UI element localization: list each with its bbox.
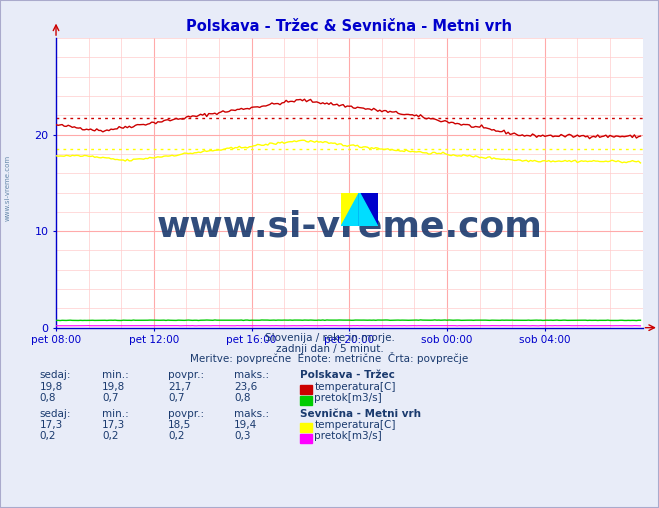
Text: Meritve: povprečne  Enote: metrične  Črta: povprečje: Meritve: povprečne Enote: metrične Črta:…: [190, 352, 469, 364]
Polygon shape: [341, 193, 378, 227]
Text: Polskava - Tržec: Polskava - Tržec: [300, 370, 395, 380]
Text: 21,7: 21,7: [168, 382, 191, 392]
Text: povpr.:: povpr.:: [168, 408, 204, 419]
Text: sedaj:: sedaj:: [40, 408, 71, 419]
Text: 0,3: 0,3: [234, 431, 250, 441]
Text: Sevnična - Metni vrh: Sevnična - Metni vrh: [300, 408, 421, 419]
Text: min.:: min.:: [102, 370, 129, 380]
Text: www.si-vreme.com: www.si-vreme.com: [156, 209, 542, 243]
Text: 19,8: 19,8: [102, 382, 125, 392]
Text: 0,7: 0,7: [168, 393, 185, 403]
Text: 19,4: 19,4: [234, 420, 257, 430]
Text: 19,8: 19,8: [40, 382, 63, 392]
Text: 0,2: 0,2: [40, 431, 56, 441]
Text: www.si-vreme.com: www.si-vreme.com: [5, 155, 11, 221]
Text: maks.:: maks.:: [234, 408, 269, 419]
Text: 17,3: 17,3: [102, 420, 125, 430]
Text: povpr.:: povpr.:: [168, 370, 204, 380]
Polygon shape: [359, 193, 378, 227]
Polygon shape: [341, 193, 359, 227]
Text: 0,8: 0,8: [234, 393, 250, 403]
Text: 0,2: 0,2: [168, 431, 185, 441]
Polygon shape: [359, 193, 378, 227]
Text: 17,3: 17,3: [40, 420, 63, 430]
Text: maks.:: maks.:: [234, 370, 269, 380]
Text: pretok[m3/s]: pretok[m3/s]: [314, 431, 382, 441]
Polygon shape: [341, 193, 359, 227]
Text: temperatura[C]: temperatura[C]: [314, 420, 396, 430]
Text: 0,2: 0,2: [102, 431, 119, 441]
Text: pretok[m3/s]: pretok[m3/s]: [314, 393, 382, 403]
Text: zadnji dan / 5 minut.: zadnji dan / 5 minut.: [275, 343, 384, 354]
Text: sedaj:: sedaj:: [40, 370, 71, 380]
Title: Polskava - Tržec & Sevnična - Metni vrh: Polskava - Tržec & Sevnična - Metni vrh: [186, 19, 512, 34]
Text: 23,6: 23,6: [234, 382, 257, 392]
Text: min.:: min.:: [102, 408, 129, 419]
Text: 0,7: 0,7: [102, 393, 119, 403]
Text: Slovenija / reke in morje.: Slovenija / reke in morje.: [264, 333, 395, 343]
Text: 18,5: 18,5: [168, 420, 191, 430]
Text: temperatura[C]: temperatura[C]: [314, 382, 396, 392]
Text: 0,8: 0,8: [40, 393, 56, 403]
